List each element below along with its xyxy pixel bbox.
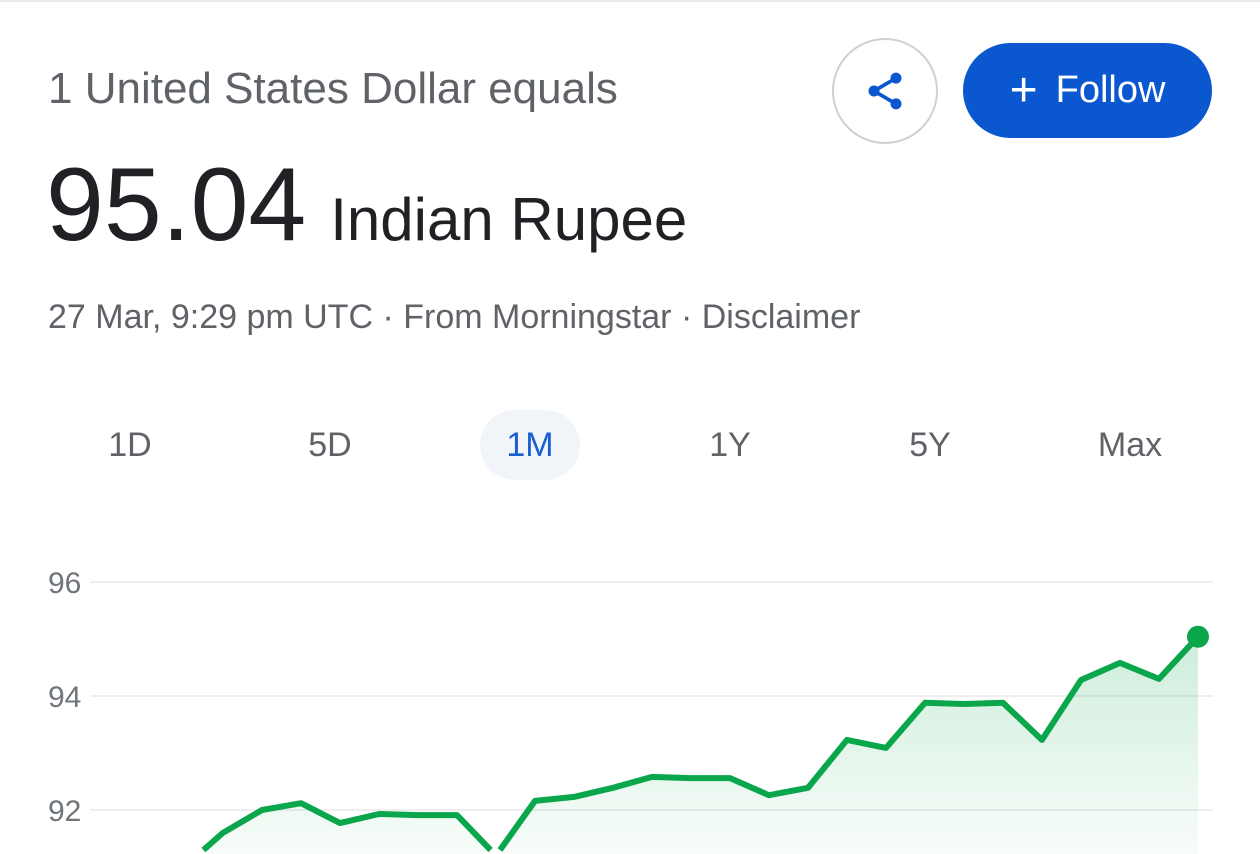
- exchange-rate: 95.04 Indian Rupee: [46, 146, 687, 265]
- y-tick-label: 94: [48, 681, 81, 714]
- chart-area-fill: [203, 636, 1198, 854]
- follow-button[interactable]: + Follow: [963, 43, 1212, 138]
- tab-1y[interactable]: 1Y: [709, 425, 751, 464]
- plus-icon: +: [1009, 63, 1038, 117]
- price-chart[interactable]: 96 94 92: [0, 560, 1260, 854]
- tab-5y[interactable]: 5Y: [909, 425, 951, 464]
- top-divider: [0, 0, 1260, 2]
- rate-currency: Indian Rupee: [330, 186, 688, 253]
- share-icon: [868, 72, 902, 110]
- y-tick-label: 92: [48, 795, 81, 828]
- range-tabs: 1D 5D 1M 1Y 5Y Max: [30, 410, 1230, 480]
- tab-1m[interactable]: 1M: [480, 410, 580, 480]
- rate-meta: 27 Mar, 9:29 pm UTC · From Morningstar ·…: [48, 298, 861, 336]
- y-tick-label: 96: [48, 567, 81, 600]
- tab-1d[interactable]: 1D: [108, 425, 152, 464]
- tab-max[interactable]: Max: [1097, 425, 1163, 464]
- conversion-subtitle: 1 United States Dollar equals: [48, 64, 618, 113]
- share-button[interactable]: [832, 38, 938, 144]
- tab-5d[interactable]: 5D: [308, 425, 352, 464]
- chart-line: [497, 634, 1201, 852]
- last-price-marker: [1187, 625, 1209, 648]
- follow-label: Follow: [1055, 69, 1166, 111]
- chart-line: [201, 800, 493, 853]
- rate-value: 95.04: [46, 147, 307, 263]
